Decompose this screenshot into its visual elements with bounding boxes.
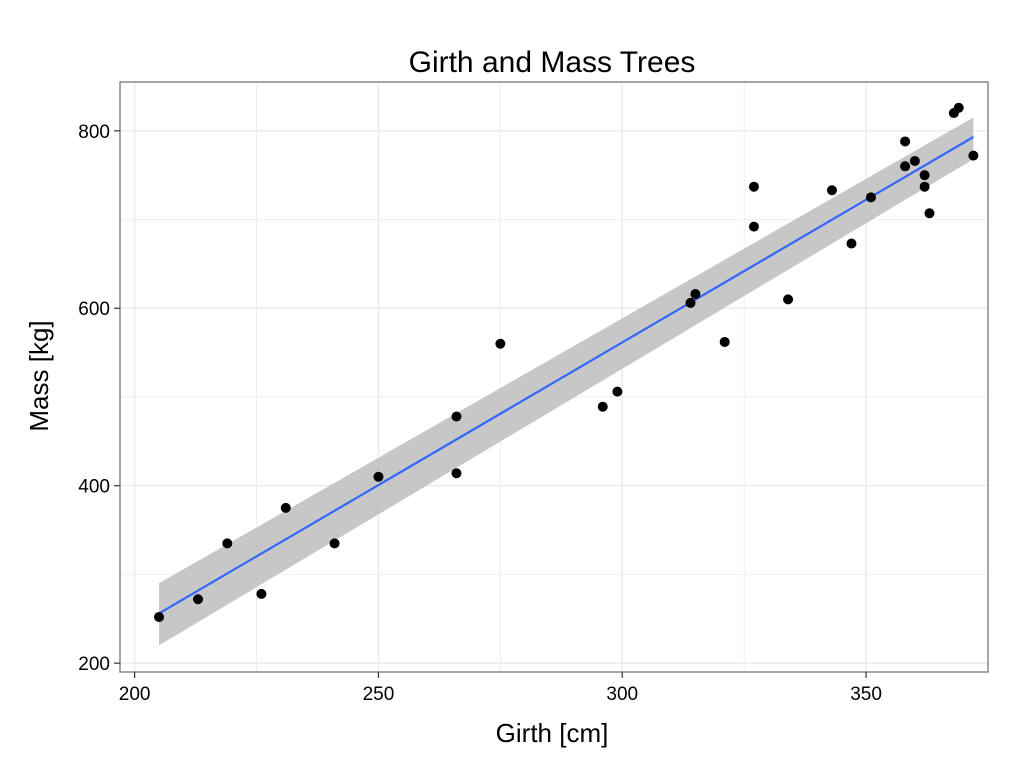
data-point [451, 411, 462, 422]
fit-line-layer [158, 136, 974, 615]
fit-line [158, 136, 974, 615]
data-point [826, 185, 837, 196]
points-layer [154, 102, 979, 622]
data-point [685, 297, 696, 308]
data-point [329, 538, 340, 549]
data-point [865, 192, 876, 203]
data-point [597, 401, 608, 412]
confidence-band [159, 117, 974, 646]
data-point [690, 289, 701, 300]
ci-band-layer [159, 117, 974, 646]
data-point [900, 136, 911, 147]
data-point [919, 181, 930, 192]
tick-layer: 200 250 300 350 200 400 600 800 [78, 122, 882, 705]
data-point [612, 386, 623, 397]
chart-title: Girth and Mass Trees [409, 46, 696, 79]
y-axis-label: Mass [kg] [24, 320, 54, 431]
x-tick-label: 200 [119, 684, 151, 705]
plot-panel-border [119, 81, 989, 673]
data-point [193, 594, 204, 605]
data-point [748, 221, 759, 232]
data-point [495, 338, 506, 349]
x-tick-label: 300 [606, 684, 638, 705]
data-point [846, 238, 857, 249]
data-point [373, 471, 384, 482]
data-point [900, 161, 911, 172]
x-tick-label: 350 [850, 684, 882, 705]
x-tick-label: 250 [363, 684, 395, 705]
data-point [783, 294, 794, 305]
data-point [748, 181, 759, 192]
y-tick-label: 200 [78, 654, 110, 675]
data-point [953, 102, 964, 113]
data-point [222, 538, 233, 549]
data-point [451, 468, 462, 479]
data-point [909, 155, 920, 166]
data-point [919, 170, 930, 181]
data-point [280, 502, 291, 513]
y-tick-label: 400 [78, 477, 110, 498]
data-point [256, 588, 267, 599]
data-point [924, 208, 935, 219]
y-tick-label: 600 [78, 299, 110, 320]
y-tick-label: 800 [78, 122, 110, 143]
data-point [719, 336, 730, 347]
data-point [968, 150, 979, 161]
data-point [154, 611, 165, 622]
x-axis-label: Girth [cm] [496, 718, 609, 748]
